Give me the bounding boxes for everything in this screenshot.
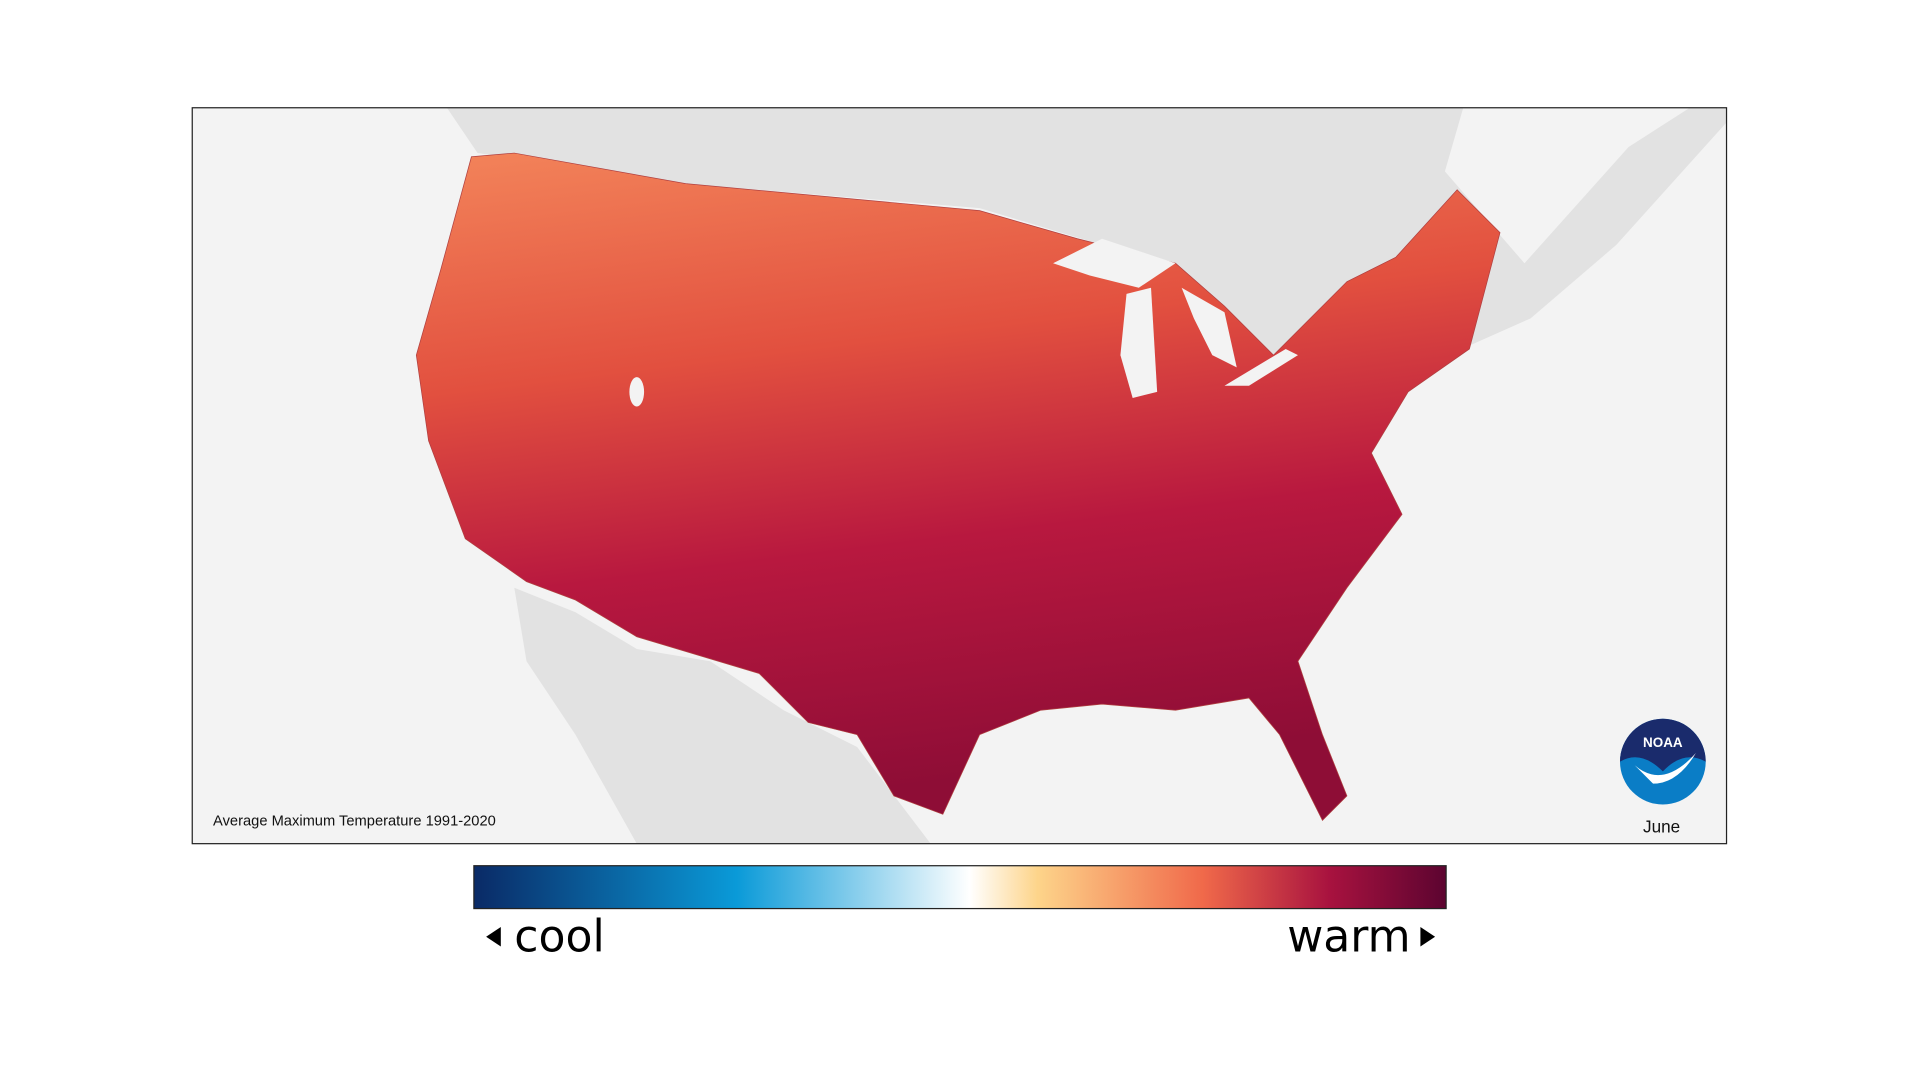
warm-arrow bbox=[1420, 926, 1436, 947]
legend-low: cool bbox=[514, 911, 604, 962]
cool-arrow bbox=[486, 926, 501, 947]
map-caption: Average Maximum Temperature 1991-2020 bbox=[213, 813, 496, 829]
mexico bbox=[514, 587, 931, 844]
map: Average Maximum Temperature 1991-2020 NO… bbox=[192, 107, 1727, 844]
logo-text: NOAA bbox=[1643, 735, 1683, 750]
logo-bird bbox=[1634, 753, 1696, 784]
logo-top bbox=[1620, 718, 1706, 772]
map-frame bbox=[191, 107, 1728, 845]
noaa-logo: NOAA bbox=[1620, 718, 1706, 805]
month-label: June bbox=[1643, 817, 1680, 837]
lake-michigan bbox=[1120, 287, 1158, 398]
legend-high: warm bbox=[1287, 911, 1410, 962]
lake-superior bbox=[1053, 238, 1176, 288]
lake-huron bbox=[1181, 287, 1237, 368]
conus bbox=[415, 152, 1501, 822]
colorbar bbox=[473, 865, 1447, 910]
great-salt-lake bbox=[629, 377, 645, 407]
lake-erie bbox=[1224, 348, 1298, 386]
